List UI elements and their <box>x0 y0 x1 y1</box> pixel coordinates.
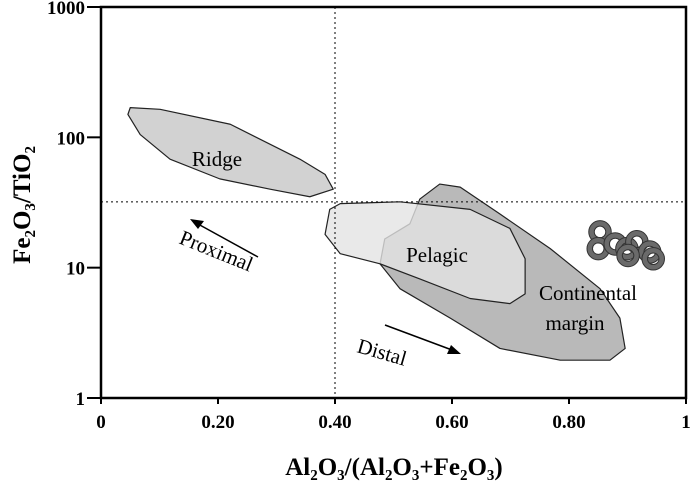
x-tick-label: 0.20 <box>201 412 234 433</box>
region-pelagic <box>324 201 526 305</box>
x-tick-label: 0.80 <box>552 412 585 433</box>
annotation-proximal: Proximal <box>176 225 257 276</box>
ticks: 0 0.20 0.40 0.60 0.80 1 1 10 100 1000 <box>47 0 691 433</box>
data-point-ring <box>642 248 664 270</box>
y-axis-label: Fe₂O₃/TiO₂ <box>9 146 36 264</box>
y-tick-label: 10 <box>66 259 85 280</box>
annotation-distal: Distal <box>355 334 410 371</box>
x-tick-label: 0.40 <box>318 412 351 433</box>
data-points <box>586 220 665 271</box>
y-tick-label: 1000 <box>47 0 85 19</box>
x-tick-label: 1 <box>681 412 691 433</box>
arrow-distal <box>384 324 461 354</box>
plot-frame <box>99 5 688 400</box>
arrow-proximal <box>190 219 259 258</box>
y-tick-label: 1 <box>76 389 86 410</box>
regions: Continental margin Pelagic Ridge <box>127 107 637 361</box>
data-point-ring <box>617 244 639 267</box>
region-label-continental-margin: Continental <box>539 281 637 305</box>
region-label-ridge: Ridge <box>192 147 242 171</box>
y-tick-label: 100 <box>57 128 86 149</box>
x-axis-label: Al₂O₃/(Al₂O₃+Fe₂O₃) <box>285 454 503 481</box>
x-tick-label: 0.60 <box>435 412 468 433</box>
region-label-pelagic: Pelagic <box>406 243 468 267</box>
x-tick-label: 0 <box>96 412 106 433</box>
region-label-continental-margin: margin <box>545 311 605 335</box>
region-ridge <box>127 107 334 198</box>
